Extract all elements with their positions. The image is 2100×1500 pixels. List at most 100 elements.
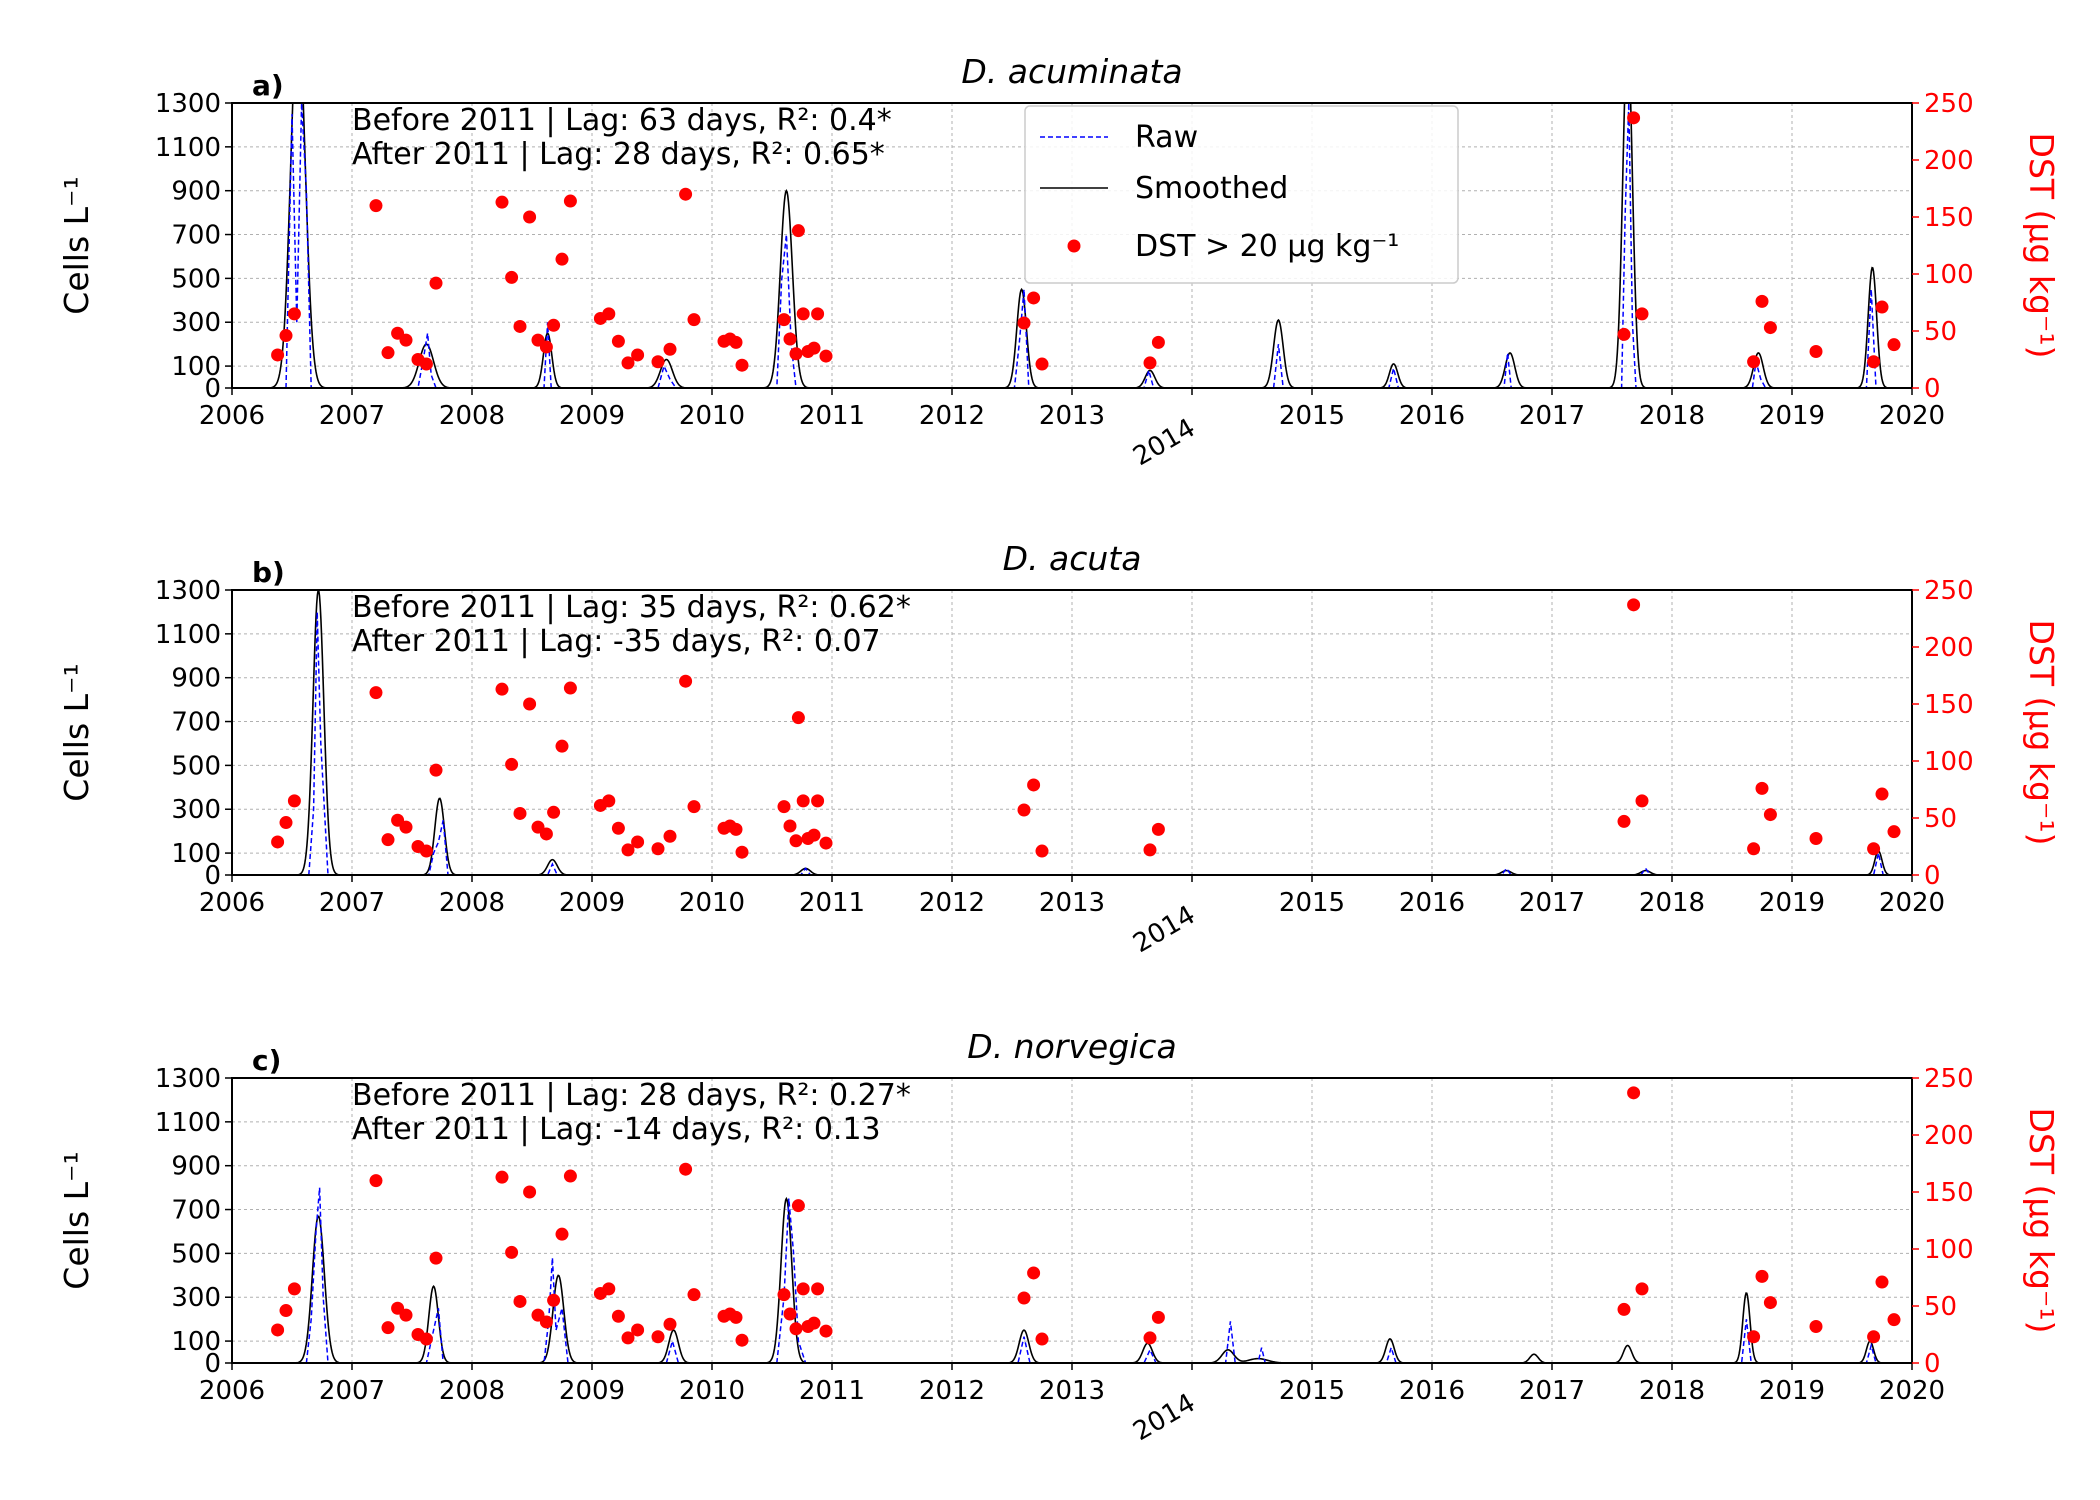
x-tick-label: 2010 <box>679 888 745 918</box>
dst-point <box>819 1324 833 1338</box>
y-left-tick-label: 700 <box>171 708 221 738</box>
y-left-tick-label: 900 <box>171 177 221 207</box>
dst-point <box>1017 803 1031 817</box>
dst-point <box>563 1169 577 1183</box>
dst-point <box>1635 794 1649 808</box>
dst-point <box>495 682 509 696</box>
dst-point <box>429 1251 443 1265</box>
dst-point <box>631 835 645 849</box>
dst-point <box>1887 825 1901 839</box>
dst-point <box>369 686 383 700</box>
x-tick-label: 2006 <box>199 401 265 431</box>
dst-point <box>1035 844 1049 858</box>
y-right-tick-label: 0 <box>1924 861 1941 891</box>
dst-point <box>735 1333 749 1347</box>
panel-label: a) <box>252 69 284 102</box>
dst-point <box>1755 781 1769 795</box>
dst-point <box>1809 345 1823 359</box>
y-left-tick-label: 100 <box>171 352 221 382</box>
dst-point <box>381 346 395 360</box>
smoothed-line <box>232 103 1912 388</box>
dst-point <box>811 307 825 321</box>
dst-point <box>1143 843 1157 857</box>
dst-point <box>789 834 803 848</box>
dst-point <box>796 307 810 321</box>
x-tick-label: 2010 <box>679 401 745 431</box>
x-tick-label: 2018 <box>1639 401 1705 431</box>
legend-raw-label: Raw <box>1135 120 1198 155</box>
y-right-tick-label: 0 <box>1924 374 1941 404</box>
annotation-after: After 2011 | Lag: -35 days, R²: 0.07 <box>352 624 881 659</box>
y-left-tick-label: 0 <box>204 861 221 891</box>
x-tick-label: 2011 <box>799 401 865 431</box>
dst-point <box>1635 307 1649 321</box>
y-left-tick-label: 1100 <box>155 620 221 650</box>
dst-point <box>1617 814 1631 828</box>
legend-smoothed-label: Smoothed <box>1135 171 1288 206</box>
x-tick-label: 2009 <box>559 888 625 918</box>
annotation-before: Before 2011 | Lag: 63 days, R²: 0.4* <box>352 103 892 138</box>
dst-point <box>513 806 527 820</box>
y-left-tick-label: 1300 <box>155 1064 221 1094</box>
y-left-tick-label: 300 <box>171 308 221 338</box>
dst-point <box>663 829 677 843</box>
y-right-tick-label: 200 <box>1924 633 1974 663</box>
x-tick-label: 2006 <box>199 888 265 918</box>
dst-point <box>602 307 616 321</box>
x-tick-label: 2015 <box>1279 1376 1345 1406</box>
dst-point <box>1035 357 1049 371</box>
y-right-tick-label: 0 <box>1924 1349 1941 1379</box>
x-tick-label: 2017 <box>1519 888 1585 918</box>
x-tick-label: 2016 <box>1399 888 1465 918</box>
y-right-axis-label: DST (µg kg⁻¹) <box>2022 133 2061 359</box>
dst-point <box>1617 1302 1631 1316</box>
annotation-after: After 2011 | Lag: 28 days, R²: 0.65* <box>352 137 885 172</box>
x-tick-label: 2016 <box>1399 1376 1465 1406</box>
dst-point <box>729 822 743 836</box>
y-left-tick-label: 0 <box>204 1349 221 1379</box>
y-left-tick-label: 300 <box>171 1283 221 1313</box>
raw-line <box>308 611 1884 875</box>
dst-point <box>687 313 701 327</box>
dst-point <box>399 1308 413 1322</box>
y-left-tick-label: 500 <box>171 264 221 294</box>
y-left-tick-label: 500 <box>171 1239 221 1269</box>
raw-line <box>305 1187 1877 1363</box>
annotation-before: Before 2011 | Lag: 28 days, R²: 0.27* <box>352 1078 911 1113</box>
x-tick-label: 2009 <box>559 1376 625 1406</box>
dst-point <box>783 1307 797 1321</box>
dst-point <box>1875 1275 1889 1289</box>
legend-dst-swatch <box>1067 239 1081 253</box>
x-tick-label: 2006 <box>199 1376 265 1406</box>
dst-point <box>563 681 577 695</box>
dst-point <box>1809 1320 1823 1334</box>
dst-point <box>791 1199 805 1213</box>
annotation-after: After 2011 | Lag: -14 days, R²: 0.13 <box>352 1112 881 1147</box>
dst-point <box>429 276 443 290</box>
dst-point <box>555 1227 569 1241</box>
y-right-tick-label: 150 <box>1924 690 1974 720</box>
x-tick-label: 2013 <box>1039 1376 1105 1406</box>
x-tick-label: 2011 <box>799 1376 865 1406</box>
dst-point <box>1151 822 1165 836</box>
dst-point <box>679 187 693 201</box>
x-tick-label: 2011 <box>799 888 865 918</box>
dst-point <box>279 1304 293 1318</box>
dst-point <box>1763 321 1777 335</box>
dst-point <box>631 1323 645 1337</box>
dst-point <box>621 843 635 857</box>
y-right-tick-label: 100 <box>1924 747 1974 777</box>
y-right-tick-label: 200 <box>1924 1121 1974 1151</box>
dst-point <box>611 821 625 835</box>
x-tick-label: 2018 <box>1639 888 1705 918</box>
dst-point <box>663 342 677 356</box>
dst-point <box>539 827 553 841</box>
dst-point <box>1763 808 1777 822</box>
x-tick-label: 2013 <box>1039 401 1105 431</box>
dst-point <box>791 711 805 725</box>
dst-point <box>777 1288 791 1302</box>
x-tick-label: 2012 <box>919 888 985 918</box>
y-right-tick-label: 100 <box>1924 260 1974 290</box>
dst-point <box>777 313 791 327</box>
